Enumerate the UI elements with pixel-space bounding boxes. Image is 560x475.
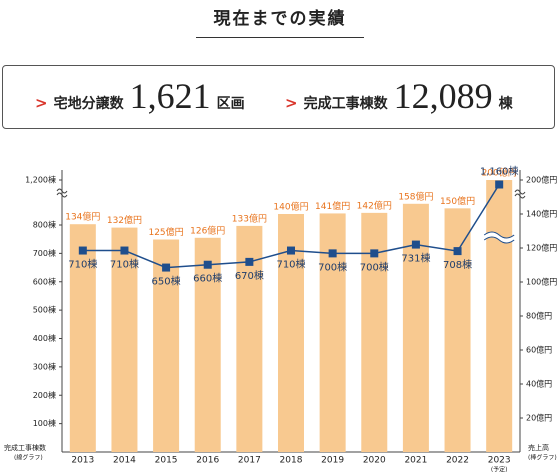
axis-break xyxy=(483,231,515,244)
y-axis-label: (線グラフ) xyxy=(14,454,43,462)
bar-label: 126億円 xyxy=(190,224,225,236)
x-tick-label: 2018 xyxy=(280,456,303,466)
arrow: > xyxy=(35,94,48,112)
bar xyxy=(486,180,513,452)
stat: > 宅地分譲数 1,621 区画 xyxy=(35,78,245,114)
y-axis-label: 完成工事棟数 xyxy=(4,443,46,452)
y2-tick-label: 40億円 xyxy=(526,379,552,389)
marker xyxy=(328,249,337,258)
stat-value: 1,621 xyxy=(129,76,211,116)
marker xyxy=(453,247,462,256)
x-tick-label: 2021 xyxy=(404,456,427,466)
bar xyxy=(444,208,471,452)
x-tick-label: 2016 xyxy=(196,456,219,466)
y-tick-label: 200棟 xyxy=(33,390,56,400)
title: 現在までの実績 xyxy=(213,9,347,29)
marker xyxy=(245,257,254,266)
stat: > 完成工事棟数 12,089 棟 xyxy=(285,78,513,114)
bar-label: 150億円 xyxy=(440,195,475,207)
bar-label: 142億円 xyxy=(357,199,392,211)
title-underline xyxy=(196,37,364,38)
y2-tick-label: 140億円 xyxy=(526,209,557,219)
y-tick-label: 800棟 xyxy=(33,220,56,230)
x-tick-label: 2023 xyxy=(488,456,511,466)
y-tick-label: 300棟 xyxy=(33,361,56,371)
bar-label: 158億円 xyxy=(398,190,433,202)
x-tick-label: 2015 xyxy=(155,456,178,466)
y2-axis-label: (棒グラフ) xyxy=(528,454,557,462)
line-label: 700棟 xyxy=(318,260,347,273)
y-tick-label: 500棟 xyxy=(33,305,56,315)
y-tick-label: 600棟 xyxy=(33,276,56,286)
line-label: 670棟 xyxy=(235,269,264,282)
bar xyxy=(319,213,346,452)
line-label: 660棟 xyxy=(193,272,222,285)
marker xyxy=(411,240,420,249)
line-label: 708棟 xyxy=(443,258,472,271)
x-tick-label: 2020 xyxy=(363,456,386,466)
line-label: 710棟 xyxy=(276,258,305,271)
stat-label: 完成工事棟数 xyxy=(303,96,388,112)
bar xyxy=(69,224,96,452)
y-tick-label: 100棟 xyxy=(33,418,56,428)
y-tick-label: 1,200棟 xyxy=(25,175,56,185)
line-label: 710棟 xyxy=(110,258,139,271)
marker xyxy=(78,246,87,255)
x-tick-label: 2022 xyxy=(446,456,469,466)
y2-tick-label: 80億円 xyxy=(526,311,552,321)
y2-tick-label: 60億円 xyxy=(526,345,552,355)
marker xyxy=(287,246,295,255)
line-label: 700棟 xyxy=(360,260,389,273)
marker xyxy=(120,246,129,255)
stat-label: 宅地分譲数 xyxy=(53,96,124,112)
marker xyxy=(370,249,379,258)
bar-label: 140億円 xyxy=(273,201,308,213)
stats-box: > 宅地分譲数 1,621 区画 > 完成工事棟数 12,089 棟 xyxy=(2,65,555,129)
arrow: > xyxy=(285,94,298,112)
y2-tick-label: 20億円 xyxy=(526,413,552,423)
bar xyxy=(194,237,221,452)
bar-label: 200億円 xyxy=(482,167,517,179)
marker xyxy=(495,180,504,189)
axis-break xyxy=(514,189,526,199)
x-tick-label: 2019 xyxy=(321,456,344,466)
marker xyxy=(203,260,212,269)
stat-value: 12,089 xyxy=(393,76,493,116)
axis-break xyxy=(484,232,515,243)
x-tick-label: 2017 xyxy=(238,456,261,466)
y2-tick-label: 120億円 xyxy=(526,243,557,253)
y2-tick-label: 200億円 xyxy=(526,175,557,185)
marker xyxy=(162,263,171,272)
line-label: 710棟 xyxy=(68,258,97,271)
bar xyxy=(111,227,138,452)
stat-unit: 棟 xyxy=(498,96,513,112)
stat-unit: 区画 xyxy=(216,96,245,112)
line-label: 650棟 xyxy=(152,275,181,288)
line-label: 1,160棟 xyxy=(480,165,519,178)
line-label: 731棟 xyxy=(401,252,430,265)
bar xyxy=(361,212,388,452)
bar xyxy=(153,239,180,452)
annotation: (予定) xyxy=(491,466,508,474)
x-tick-label: 2013 xyxy=(71,456,94,466)
bar-label: 141億円 xyxy=(315,200,350,212)
y-tick-label: 700棟 xyxy=(33,248,56,258)
x-tick-label: 2014 xyxy=(113,456,136,466)
y2-tick-label: 100億円 xyxy=(526,277,557,287)
y-tick-label: 400棟 xyxy=(33,333,56,343)
bar-label: 132億円 xyxy=(107,214,142,226)
bar-label: 133億円 xyxy=(232,212,267,224)
axis-break xyxy=(56,188,68,198)
bar-label: 125億円 xyxy=(148,226,183,238)
bar-label: 134億円 xyxy=(65,211,100,223)
y2-axis-label: 売上高 xyxy=(528,443,549,452)
